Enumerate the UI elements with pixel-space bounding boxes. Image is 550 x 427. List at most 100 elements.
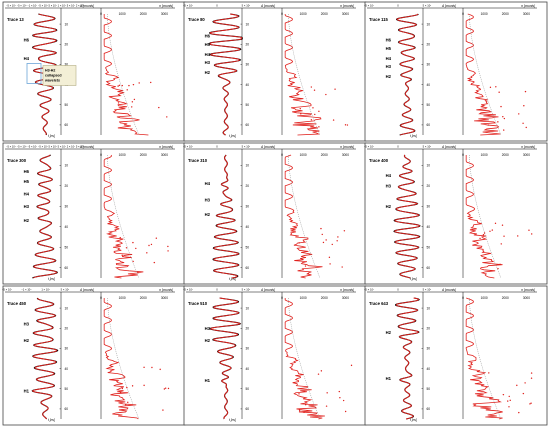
histogram-point [339,397,341,399]
histogram-point [529,403,531,405]
y-tick-label: 40 [426,367,430,371]
left-axis-label: A [counts] [260,4,275,8]
histogram-point [119,392,122,394]
model-trace-line [394,154,421,279]
y-tick-label: 10 [426,306,430,310]
histogram-point [167,245,169,248]
y-tick-label: 40 [64,367,68,371]
horizon-label-h6: H6 [24,38,30,43]
model-trace-line [395,297,420,420]
model-trace-line [213,154,239,279]
right-axis-tick-label: 3000 [161,153,168,157]
y-tick-label: 60 [64,123,68,127]
y-tick-label: 40 [245,367,249,371]
histogram-point [502,116,504,118]
horizon-label-h3: H3 [205,198,211,203]
y-tick-label: 30 [426,347,430,351]
y-tick-label: 30 [245,347,249,351]
horizon-label-h2: H2 [205,212,211,217]
histogram-envelope-line [469,297,502,420]
histogram-point [155,237,158,239]
histogram-point [479,237,481,240]
histogram-point [143,366,145,369]
histogram-point [501,224,504,226]
histogram-line [284,298,325,420]
collapsed-wavelets-highlight [26,63,42,84]
histogram-point [117,85,119,87]
model-trace-line [31,297,58,420]
right-axis-tick-label: 3000 [342,12,349,16]
histogram-point [313,89,316,91]
histogram-point [320,370,323,372]
panel-trace-300: −5 × 10⁴ −5 × 10⁴ −5 × 10⁴ −5 × 10⁴ 5 × … [2,142,186,285]
histogram-line [103,298,139,420]
histogram-point [150,81,152,84]
right-axis-label: n [counts] [521,4,535,8]
histogram-point [298,409,301,412]
y-axis-label: t [ns] [229,418,236,422]
histogram-point [343,230,346,232]
histogram-point [524,90,527,93]
y-tick-label: 50 [245,387,249,391]
histogram-point [483,232,486,234]
y-tick-label: 50 [245,245,249,249]
right-axis-tick-label: 1000 [481,12,488,16]
histogram-point [509,399,511,402]
histogram-point [525,126,527,129]
trace-title: Trace 80 [188,17,205,22]
histogram-point [325,93,327,96]
histogram-point [499,263,501,266]
y-tick-label: 30 [245,204,249,208]
histogram-point [318,110,320,113]
histogram-point [322,241,325,244]
y-tick-label: 20 [245,184,249,188]
histogram-point [337,236,339,238]
histogram-point [495,86,497,88]
trace-title: Trace 643 [369,301,389,306]
model-trace-line [33,154,58,279]
histogram-point [497,121,499,123]
horizon-label-h3: H3 [24,204,30,209]
left-axis-tick-label: −1 × 10⁴ [21,288,32,292]
y-axis-label: t [ns] [48,134,55,138]
horizon-label-h3: H3 [24,322,30,327]
histogram-point [125,247,128,249]
horizon-label-h3: H3 [205,60,211,65]
right-axis-tick-label: 1000 [481,296,488,300]
histogram-point [128,84,130,87]
horizon-label-h5: H5 [205,42,211,47]
histogram-point [530,233,533,235]
y-tick-label: 20 [426,326,430,330]
histogram-point [131,101,134,103]
histogram-point [503,235,505,237]
histogram-point [121,387,124,390]
right-axis-tick-label: 1000 [300,153,307,157]
panel-frame [183,142,367,285]
histogram-point [304,265,307,267]
y-tick-label: 20 [426,42,430,46]
histogram-line [103,154,144,279]
histogram-point [126,89,128,91]
histogram-point [487,124,489,126]
histogram-point [126,386,128,389]
histogram-point [497,267,499,270]
left-axis-label: A [counts] [79,288,94,292]
y-tick-label: 60 [426,123,430,127]
annotation-text: wavelets [44,78,60,82]
right-axis-tick-label: 1000 [300,296,307,300]
y-axis-label: t [ns] [48,418,55,422]
y-tick-label: 10 [64,22,68,26]
histogram-point [163,388,166,390]
annotation-text: H3-H2 [45,68,55,72]
right-axis-tick-label: 1000 [300,12,307,16]
left-axis-tick-label: −5 × 10⁴ [183,145,194,149]
y-tick-label: 10 [64,163,68,167]
histogram-point [158,106,160,109]
y-tick-label: 50 [64,103,68,107]
model-trace-line [396,13,419,136]
histogram-point [307,272,310,275]
left-axis-label: A [counts] [441,4,456,8]
histogram-line [465,13,501,136]
histogram-point [507,400,509,402]
